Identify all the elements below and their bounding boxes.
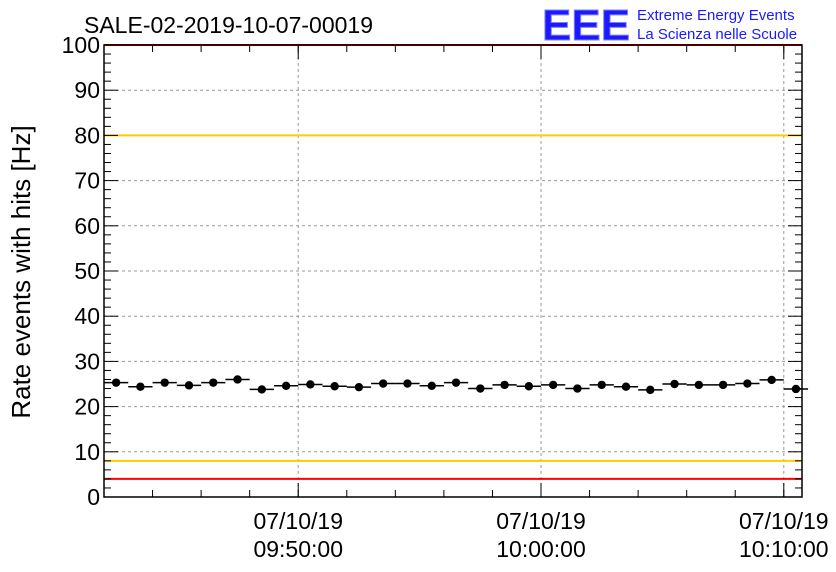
axes: 010203040506070809010007/10/1909:50:0007… [62,32,829,562]
x-tick-label-date: 07/10/19 [496,508,586,534]
y-tick-label: 80 [74,122,100,148]
x-tick-label-time: 10:10:00 [739,536,829,562]
data-point [573,384,582,393]
data-point [233,375,242,384]
x-tick-label-time: 09:50:00 [253,536,343,562]
eee-logo-line1: Extreme Energy Events [637,7,795,24]
y-tick-label: 70 [74,168,100,194]
eee-logo-line2: La Scienza nelle Scuole [637,26,797,43]
chart-title: SALE-02-2019-10-07-00019 [84,12,373,38]
data-point [330,382,339,391]
data-point [403,379,412,388]
y-tick-label: 60 [74,213,100,239]
y-tick-label: 50 [74,258,100,284]
eee-logo-mark: EEE [542,1,630,50]
data-point [621,382,631,391]
data-point [646,385,655,395]
y-tick-label: 10 [74,439,100,465]
y-tick-label: 100 [62,32,100,58]
y-tick-label: 90 [74,77,100,103]
data-point [743,379,752,388]
data-point [281,381,291,391]
data-point [427,381,436,391]
data-point [306,380,315,389]
data-point [136,382,145,391]
data-point [354,382,364,392]
data-point [767,375,776,385]
data-point [791,384,801,394]
y-tick-label: 20 [74,394,100,420]
data-point [209,378,218,387]
data-point [670,379,679,389]
y-tick-label: 0 [87,484,100,510]
data-point [476,384,485,393]
data-point [184,381,194,390]
data-point [718,380,728,390]
eee-logo: EEE Extreme Energy Events La Scienza nel… [542,1,798,51]
x-tick-label-date: 07/10/19 [253,508,343,534]
data-point [500,380,509,390]
data-point [524,382,534,391]
y-tick-label: 40 [74,303,100,329]
x-tick-label-time: 10:00:00 [496,536,586,562]
data-point [451,378,461,387]
data-point [548,380,558,390]
x-tick-label-date: 07/10/19 [739,508,829,534]
data-point [160,378,169,387]
data-point [694,380,704,390]
data-point [597,380,606,390]
y-tick-label: 30 [74,348,100,374]
data-point [379,379,388,388]
y-axis-label: Rate events with hits [Hz] [6,125,36,418]
data-point [257,385,267,394]
data-point [111,378,121,387]
data-points [104,375,809,395]
